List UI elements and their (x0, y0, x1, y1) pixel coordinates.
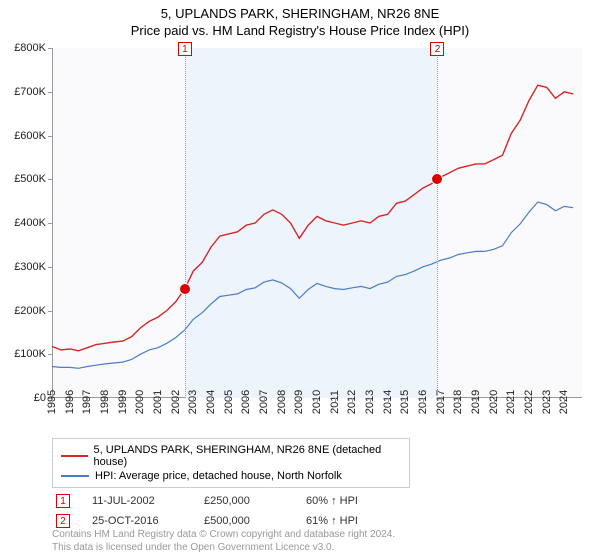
sale-row-marker: 2 (56, 514, 70, 528)
y-tick-label: £200K (14, 305, 46, 317)
y-tick-label: £600K (14, 130, 46, 142)
footer-attribution: Contains HM Land Registry data © Crown c… (52, 528, 395, 554)
y-tick-label: £500K (14, 173, 46, 185)
legend-row-hpi: HPI: Average price, detached house, Nort… (61, 469, 401, 483)
y-tick-label: £400K (14, 217, 46, 229)
series-line-price_paid (52, 85, 573, 351)
legend-swatch-hpi (61, 475, 89, 477)
y-tick-label: £800K (14, 42, 46, 54)
y-tick-label: £100K (14, 348, 46, 360)
sale-vline (437, 48, 438, 398)
chart-area: £0£100K£200K£300K£400K£500K£600K£700K£80… (52, 48, 582, 398)
title-block: 5, UPLANDS PARK, SHERINGHAM, NR26 8NE Pr… (0, 0, 600, 38)
series-line-hpi (52, 202, 573, 368)
legend-label-price: 5, UPLANDS PARK, SHERINGHAM, NR26 8NE (d… (94, 444, 401, 468)
legend-label-hpi: HPI: Average price, detached house, Nort… (95, 470, 342, 482)
sale-marker-box: 2 (430, 42, 444, 56)
sale-row-date: 11-JUL-2002 (92, 495, 182, 507)
sale-row-pct: 61% ↑ HPI (306, 515, 358, 527)
y-tick-label: £700K (14, 86, 46, 98)
sale-dot (179, 283, 191, 295)
title-subtitle: Price paid vs. HM Land Registry's House … (0, 23, 600, 38)
sale-dot (431, 173, 443, 185)
sale-row-price: £250,000 (204, 495, 284, 507)
legend-row-price: 5, UPLANDS PARK, SHERINGHAM, NR26 8NE (d… (61, 443, 401, 469)
y-tick-label: £0 (34, 392, 46, 404)
title-address: 5, UPLANDS PARK, SHERINGHAM, NR26 8NE (0, 6, 600, 21)
sale-row: 2 25-OCT-2016 £500,000 61% ↑ HPI (52, 514, 582, 528)
legend-and-sales: 5, UPLANDS PARK, SHERINGHAM, NR26 8NE (d… (52, 438, 582, 528)
legend-box: 5, UPLANDS PARK, SHERINGHAM, NR26 8NE (d… (52, 438, 410, 488)
sale-row: 1 11-JUL-2002 £250,000 60% ↑ HPI (52, 494, 582, 508)
sale-row-date: 25-OCT-2016 (92, 515, 182, 527)
legend-swatch-price (61, 455, 88, 457)
sale-marker-box: 1 (178, 42, 192, 56)
sale-row-price: £500,000 (204, 515, 284, 527)
footer-line1: Contains HM Land Registry data © Crown c… (52, 528, 395, 541)
sale-row-pct: 60% ↑ HPI (306, 495, 358, 507)
y-tick-label: £300K (14, 261, 46, 273)
line-plot (52, 48, 582, 398)
chart-container: 5, UPLANDS PARK, SHERINGHAM, NR26 8NE Pr… (0, 0, 600, 560)
sale-vline (185, 48, 186, 398)
footer-line2: This data is licensed under the Open Gov… (52, 541, 395, 554)
sale-row-marker: 1 (56, 494, 70, 508)
